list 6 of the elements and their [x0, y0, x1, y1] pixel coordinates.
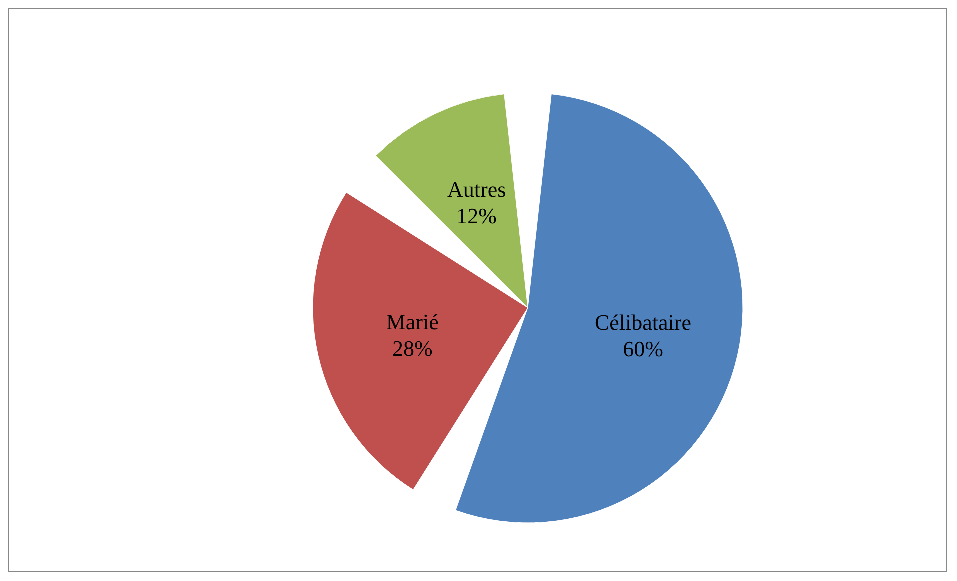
slice-label: Célibataire — [594, 310, 692, 336]
data-label: 60% — [623, 336, 664, 362]
slice-label: Marié — [386, 310, 439, 335]
slice-label: Autres — [448, 176, 506, 202]
data-label: 28% — [392, 336, 433, 361]
data-label: 12% — [456, 203, 498, 228]
